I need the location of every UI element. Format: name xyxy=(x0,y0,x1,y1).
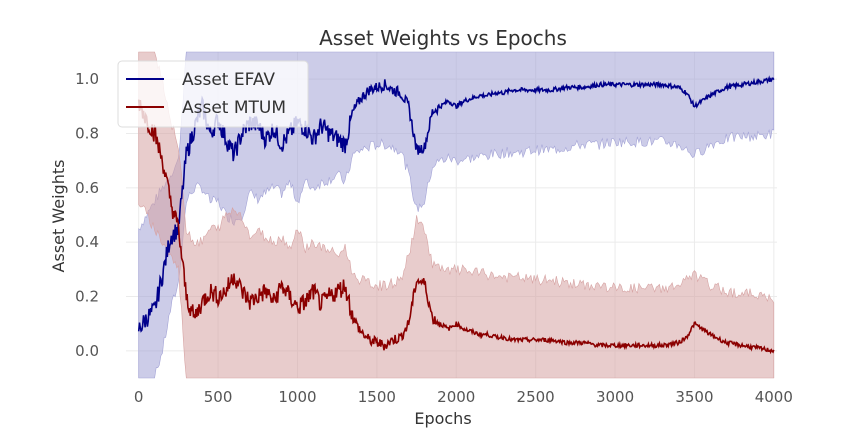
band-asset-efav xyxy=(138,51,775,379)
y-tick-label: 1.0 xyxy=(75,70,99,88)
confidence-bands xyxy=(138,51,775,379)
x-tick-label: 3000 xyxy=(596,388,634,406)
x-tick-label: 1000 xyxy=(278,388,316,406)
line-asset-mtum xyxy=(137,99,775,355)
x-tick-label: 3500 xyxy=(675,388,713,406)
x-tick-label: 0 xyxy=(134,388,144,406)
legend-box xyxy=(117,60,309,128)
y-tick-label: 0.4 xyxy=(75,233,99,251)
x-tick-label: 500 xyxy=(204,388,233,406)
y-tick-label: 0.6 xyxy=(75,179,99,197)
legend-label-efav: Asset EFAV xyxy=(182,70,275,90)
x-tick-label: 2000 xyxy=(437,388,475,406)
x-axis-label: Epochs xyxy=(414,409,471,428)
x-tick-label: 2500 xyxy=(517,388,555,406)
x-tick-label: 4000 xyxy=(755,388,793,406)
y-tick-labels: 0.0 0.2 0.4 0.6 0.8 1.0 xyxy=(75,70,99,360)
y-tick-label: 0.0 xyxy=(75,342,99,360)
x-tick-labels: 0 500 1000 1500 2000 2500 3000 3500 4000 xyxy=(134,388,793,406)
chart-title: Asset Weights vs Epochs xyxy=(319,26,567,50)
band-asset-mtum xyxy=(138,51,775,379)
y-axis-label: Asset Weights xyxy=(49,160,68,273)
x-tick-label: 1500 xyxy=(358,388,396,406)
legend-label-mtum: Asset MTUM xyxy=(182,98,286,118)
y-tick-label: 0.2 xyxy=(75,288,99,306)
y-tick-label: 0.8 xyxy=(75,125,99,143)
legend: Asset EFAV Asset MTUM xyxy=(117,60,309,128)
